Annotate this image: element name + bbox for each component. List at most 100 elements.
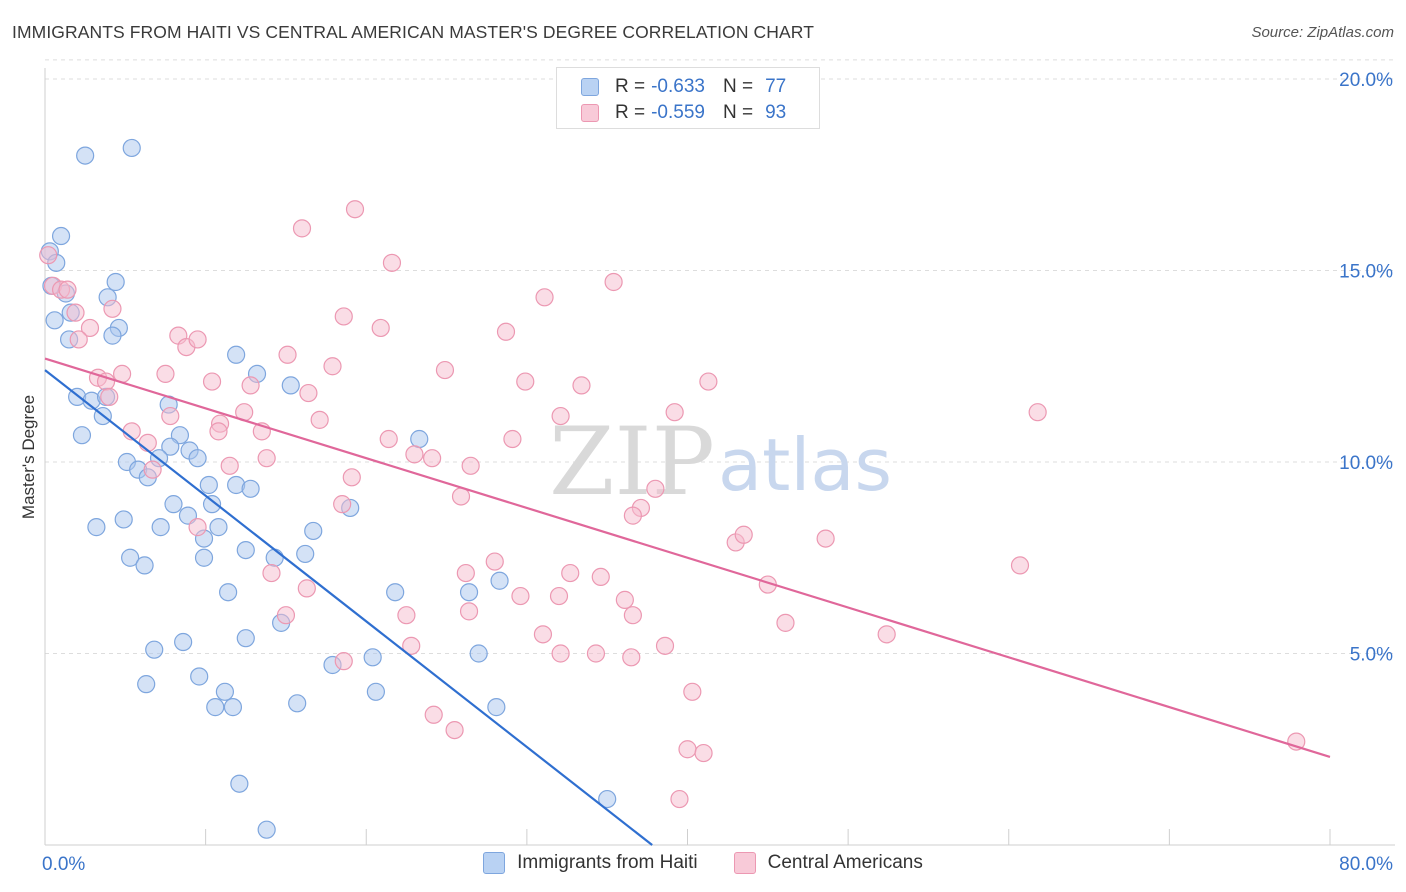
point-central bbox=[202, 372, 222, 391]
point-central bbox=[278, 345, 297, 364]
point-central bbox=[66, 303, 85, 322]
point-central bbox=[461, 456, 480, 475]
point-central bbox=[503, 429, 522, 449]
point-haiti bbox=[103, 326, 122, 345]
point-haiti bbox=[145, 640, 164, 659]
point-central bbox=[694, 743, 713, 763]
point-central bbox=[776, 613, 795, 632]
x-tick-label-max: 80.0% bbox=[1339, 854, 1393, 875]
point-central bbox=[549, 586, 569, 606]
y-tick-label: 20.0% bbox=[1339, 70, 1393, 91]
trend-layer bbox=[44, 357, 1331, 846]
point-central bbox=[551, 406, 570, 426]
point-central bbox=[80, 318, 100, 338]
point-central bbox=[241, 376, 260, 395]
point-haiti bbox=[363, 648, 382, 667]
legend-swatch-central bbox=[581, 104, 599, 122]
watermark-atlas: atlas bbox=[718, 423, 892, 507]
point-central bbox=[292, 219, 312, 238]
points-layer bbox=[39, 138, 1306, 839]
correlation-legend: R = -0.633 N = 77 R = -0.559 N = 93 bbox=[556, 67, 820, 129]
point-central bbox=[678, 740, 697, 759]
point-central bbox=[397, 606, 416, 625]
point-central bbox=[1028, 403, 1047, 422]
legend-row-central: R = -0.559 N = 93 bbox=[581, 100, 786, 126]
point-haiti bbox=[296, 544, 315, 564]
point-central bbox=[516, 372, 535, 391]
point-haiti bbox=[194, 548, 214, 567]
source-credit: Source: ZipAtlas.com bbox=[1251, 24, 1394, 41]
grid-layer bbox=[45, 59, 1395, 654]
point-central bbox=[511, 586, 530, 606]
point-haiti bbox=[106, 272, 125, 292]
point-central bbox=[342, 468, 361, 487]
point-central bbox=[103, 299, 122, 318]
point-central bbox=[220, 456, 239, 475]
y-tick-label: 15.0% bbox=[1339, 262, 1393, 283]
point-central bbox=[402, 636, 421, 655]
point-central bbox=[435, 360, 455, 380]
point-haiti bbox=[199, 475, 218, 495]
point-central bbox=[345, 200, 365, 219]
point-central bbox=[445, 720, 464, 740]
point-central bbox=[188, 518, 207, 537]
point-central bbox=[161, 406, 180, 426]
point-central bbox=[100, 387, 119, 406]
point-central bbox=[591, 567, 610, 587]
point-haiti bbox=[469, 644, 488, 663]
point-haiti bbox=[202, 495, 222, 514]
point-haiti bbox=[215, 682, 234, 701]
point-central bbox=[323, 357, 342, 376]
point-central bbox=[615, 590, 634, 609]
point-central bbox=[622, 648, 641, 667]
point-central bbox=[333, 495, 352, 514]
point-central bbox=[623, 506, 642, 525]
point-central bbox=[310, 410, 329, 429]
point-central bbox=[456, 563, 475, 583]
point-haiti bbox=[87, 518, 106, 537]
point-haiti bbox=[598, 789, 617, 809]
point-central bbox=[405, 445, 424, 464]
point-central bbox=[39, 246, 58, 265]
point-central bbox=[334, 652, 353, 671]
point-haiti bbox=[487, 698, 506, 717]
legend-r-label: R = bbox=[615, 76, 646, 97]
point-haiti bbox=[174, 632, 193, 652]
point-central bbox=[496, 322, 516, 341]
point-central bbox=[572, 376, 591, 395]
point-haiti bbox=[76, 146, 95, 165]
point-haiti bbox=[223, 698, 243, 717]
point-haiti bbox=[190, 667, 209, 686]
point-haiti bbox=[209, 518, 228, 537]
series-legend-haiti[interactable]: Immigrants from Haiti bbox=[483, 852, 698, 874]
point-central bbox=[371, 318, 390, 338]
point-haiti bbox=[114, 510, 133, 529]
series-legend-central[interactable]: Central Americans bbox=[733, 852, 923, 874]
point-central bbox=[459, 602, 479, 621]
point-central bbox=[646, 479, 665, 498]
point-haiti bbox=[121, 548, 140, 567]
point-central bbox=[424, 705, 443, 724]
point-haiti bbox=[219, 583, 238, 602]
legend-n-value: 77 bbox=[765, 76, 787, 97]
point-central bbox=[58, 280, 77, 299]
point-central bbox=[334, 307, 353, 326]
point-haiti bbox=[236, 629, 255, 648]
series-name-central: Central Americans bbox=[767, 852, 923, 873]
tick-labels: 5.0% 10.0% 15.0% 20.0% 0.0% 80.0% Master's Deg… bbox=[19, 70, 1393, 875]
point-haiti bbox=[137, 675, 156, 694]
point-central bbox=[257, 449, 276, 468]
trend-line-central bbox=[44, 357, 1331, 758]
legend-r-value: -0.633 bbox=[651, 76, 705, 97]
point-haiti bbox=[135, 556, 154, 575]
point-haiti bbox=[161, 437, 180, 456]
y-tick-label: 10.0% bbox=[1339, 453, 1393, 474]
point-haiti bbox=[72, 426, 92, 445]
series-name-haiti: Immigrants from Haiti bbox=[517, 852, 698, 873]
point-central bbox=[734, 525, 753, 544]
point-central bbox=[533, 625, 553, 644]
point-central bbox=[655, 636, 675, 655]
legend-r-value: -0.559 bbox=[651, 102, 705, 123]
